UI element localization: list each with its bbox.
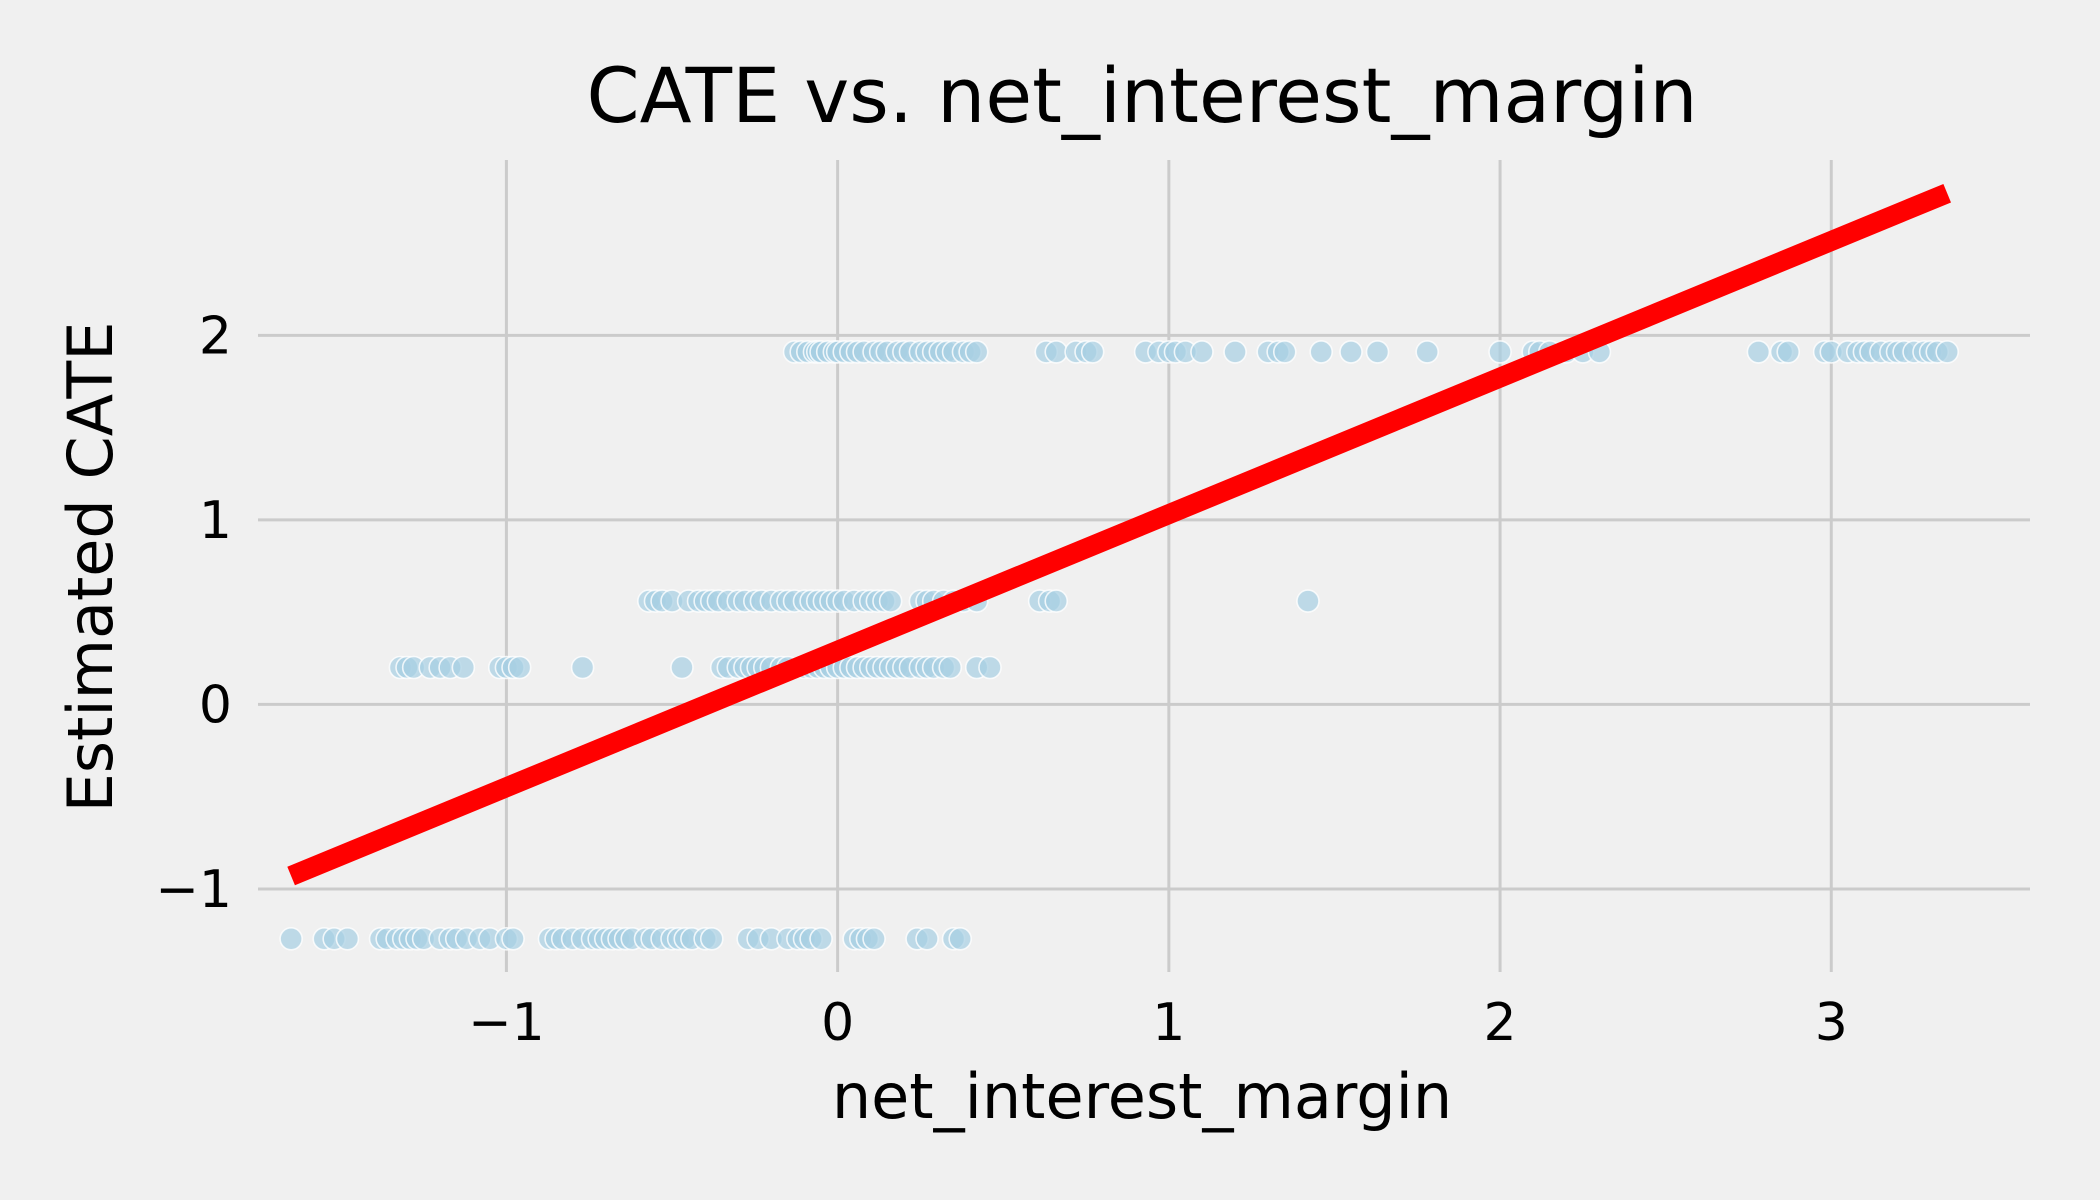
data-point <box>451 655 476 680</box>
fit-line-group <box>287 183 1952 886</box>
x-tick-labels: −1 0 1 2 3 <box>468 993 1848 1053</box>
chart-title: CATE vs. net_interest_margin <box>587 51 1698 140</box>
x-tick-label: 1 <box>1152 993 1185 1053</box>
x-axis-label: net_interest_margin <box>832 1060 1452 1133</box>
data-point <box>1080 340 1105 364</box>
data-point <box>1488 340 1512 364</box>
data-point <box>1223 340 1247 364</box>
y-tick-label: −1 <box>155 860 232 920</box>
y-tick-label: 2 <box>199 306 232 366</box>
data-point <box>507 655 532 680</box>
y-tick-labels: −1 0 1 2 <box>155 306 232 920</box>
data-point <box>1309 340 1333 364</box>
data-point <box>1746 340 1771 364</box>
data-point <box>1044 589 1069 613</box>
x-tick-label: 3 <box>1815 993 1848 1053</box>
data-point <box>938 655 963 680</box>
data-point <box>878 589 903 613</box>
data-point <box>1339 340 1363 364</box>
data-point <box>948 926 972 951</box>
data-point <box>1415 340 1439 364</box>
data-point <box>570 655 595 680</box>
data-point <box>978 655 1002 680</box>
data-point <box>670 655 694 680</box>
data-point <box>1365 340 1390 364</box>
x-tick-label: 0 <box>821 993 854 1053</box>
data-point <box>915 926 939 951</box>
data-point <box>1935 340 1959 364</box>
scatter-points <box>279 340 1959 951</box>
data-point <box>862 926 886 951</box>
data-point <box>335 926 360 951</box>
data-point <box>1296 589 1320 613</box>
data-point <box>964 340 989 364</box>
data-point <box>699 926 724 951</box>
grid <box>258 160 2030 972</box>
data-point <box>1190 340 1214 364</box>
y-tick-label: 1 <box>199 491 232 551</box>
y-tick-label: 0 <box>199 675 232 735</box>
fit-line <box>287 183 1952 886</box>
x-tick-label: −1 <box>468 993 545 1053</box>
y-axis-label: Estimated CATE <box>54 322 127 813</box>
data-point <box>809 926 833 951</box>
data-point <box>279 926 303 951</box>
data-point <box>1272 340 1297 364</box>
data-point <box>1776 340 1801 364</box>
x-tick-label: 2 <box>1484 993 1517 1053</box>
data-point <box>1044 340 1069 364</box>
data-point <box>501 926 525 951</box>
